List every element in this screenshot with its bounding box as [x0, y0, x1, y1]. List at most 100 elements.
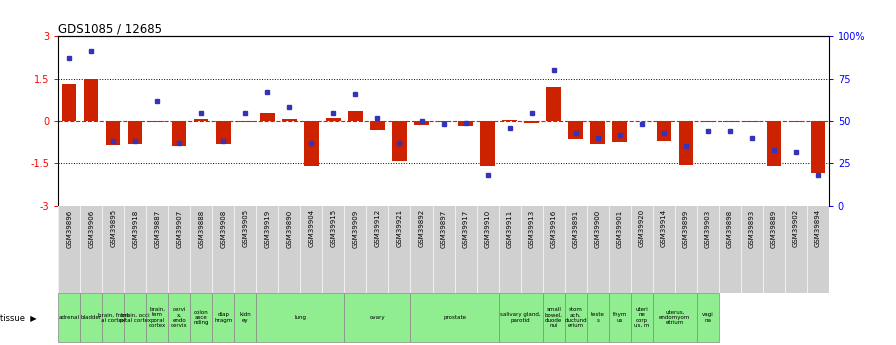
Bar	[745, 121, 759, 122]
Text: GSM39897: GSM39897	[441, 209, 446, 248]
Bar	[678, 121, 693, 165]
Text: GSM39895: GSM39895	[110, 209, 116, 247]
Bar	[414, 121, 428, 125]
Bar	[613, 121, 627, 142]
Text: GSM39918: GSM39918	[133, 209, 138, 248]
Text: GSM39908: GSM39908	[220, 209, 227, 248]
Bar	[767, 121, 781, 166]
Text: GSM39894: GSM39894	[814, 209, 821, 247]
Text: GSM39921: GSM39921	[397, 209, 402, 247]
Bar	[326, 118, 340, 121]
Bar	[590, 121, 605, 144]
Bar	[811, 121, 825, 173]
Text: prostate: prostate	[443, 315, 466, 320]
Text: GSM39893: GSM39893	[749, 209, 754, 248]
Bar	[652, 294, 697, 342]
Text: GSM39901: GSM39901	[616, 209, 623, 248]
Text: uteri
ne
corp
us, m: uteri ne corp us, m	[634, 307, 650, 328]
Text: GSM39920: GSM39920	[639, 209, 644, 247]
Text: cervi
x,
endo
cervix: cervi x, endo cervix	[171, 307, 187, 328]
Bar	[62, 84, 76, 121]
Bar	[81, 294, 102, 342]
Bar	[128, 121, 142, 144]
Text: small
bowel,
duode
nui: small bowel, duode nui	[545, 307, 563, 328]
Text: GSM39917: GSM39917	[462, 209, 469, 248]
Text: GSM39911: GSM39911	[506, 209, 513, 248]
Text: adrenal: adrenal	[59, 315, 80, 320]
Text: GSM39912: GSM39912	[375, 209, 381, 247]
Text: GSM39913: GSM39913	[529, 209, 535, 248]
Bar	[410, 294, 498, 342]
Bar	[543, 294, 564, 342]
Text: bladder: bladder	[81, 315, 102, 320]
Bar	[480, 121, 495, 166]
Bar	[172, 121, 186, 146]
Text: GSM39896: GSM39896	[66, 209, 73, 248]
Text: GSM39889: GSM39889	[771, 209, 777, 248]
Bar	[701, 121, 715, 122]
Text: GSM39899: GSM39899	[683, 209, 689, 248]
Bar	[370, 121, 384, 129]
Bar	[58, 294, 81, 342]
Bar	[125, 294, 146, 342]
Bar	[305, 121, 319, 166]
Text: thym
us: thym us	[613, 312, 627, 323]
Text: GSM39904: GSM39904	[308, 209, 314, 247]
Bar	[235, 294, 256, 342]
Text: GSM39915: GSM39915	[331, 209, 336, 247]
Bar	[547, 87, 561, 121]
Bar	[349, 111, 363, 121]
Text: GSM39919: GSM39919	[264, 209, 271, 248]
Bar	[194, 119, 209, 121]
Bar	[146, 294, 168, 342]
Bar	[587, 294, 608, 342]
Bar	[498, 294, 543, 342]
Bar	[568, 121, 582, 139]
Text: GSM39903: GSM39903	[705, 209, 711, 248]
Bar	[697, 294, 719, 342]
Text: GSM39898: GSM39898	[727, 209, 733, 248]
Text: brain, front
al cortex: brain, front al cortex	[98, 312, 129, 323]
Text: teste
s: teste s	[590, 312, 605, 323]
Text: brain, occi
pital cortex: brain, occi pital cortex	[120, 312, 151, 323]
Text: lung: lung	[295, 315, 306, 320]
Bar	[722, 121, 737, 122]
Text: vagi
na: vagi na	[702, 312, 713, 323]
Bar	[216, 121, 230, 144]
Text: GSM39909: GSM39909	[352, 209, 358, 248]
Bar	[788, 121, 803, 122]
Text: GSM39916: GSM39916	[551, 209, 556, 248]
Bar	[84, 79, 99, 121]
Text: diap
hragm: diap hragm	[214, 312, 232, 323]
Bar	[608, 294, 631, 342]
Bar	[344, 294, 410, 342]
Text: GSM39891: GSM39891	[573, 209, 579, 248]
Bar	[564, 294, 587, 342]
Text: kidn
ey: kidn ey	[239, 312, 251, 323]
Bar	[282, 119, 297, 121]
Bar	[212, 294, 235, 342]
Text: GSM39906: GSM39906	[89, 209, 94, 248]
Text: GSM39890: GSM39890	[287, 209, 292, 248]
Text: ovary: ovary	[370, 315, 385, 320]
Bar	[392, 121, 407, 161]
Bar	[459, 121, 473, 126]
Bar	[190, 294, 212, 342]
Bar	[631, 294, 652, 342]
Bar	[168, 294, 190, 342]
Text: GSM39902: GSM39902	[793, 209, 798, 247]
Text: colon
asce
nding: colon asce nding	[194, 309, 209, 325]
Bar	[260, 113, 274, 121]
Bar	[151, 121, 165, 122]
Text: salivary gland,
parotid: salivary gland, parotid	[500, 312, 541, 323]
Bar	[238, 121, 253, 122]
Text: GSM39887: GSM39887	[154, 209, 160, 248]
Text: GSM39892: GSM39892	[418, 209, 425, 247]
Bar	[256, 294, 344, 342]
Text: GDS1085 / 12685: GDS1085 / 12685	[58, 22, 162, 35]
Bar	[524, 121, 538, 123]
Text: GSM39900: GSM39900	[595, 209, 600, 248]
Bar	[102, 294, 125, 342]
Text: uterus,
endomyom
etrium: uterus, endomyom etrium	[659, 309, 691, 325]
Text: brain,
tem
poral
cortex: brain, tem poral cortex	[149, 307, 166, 328]
